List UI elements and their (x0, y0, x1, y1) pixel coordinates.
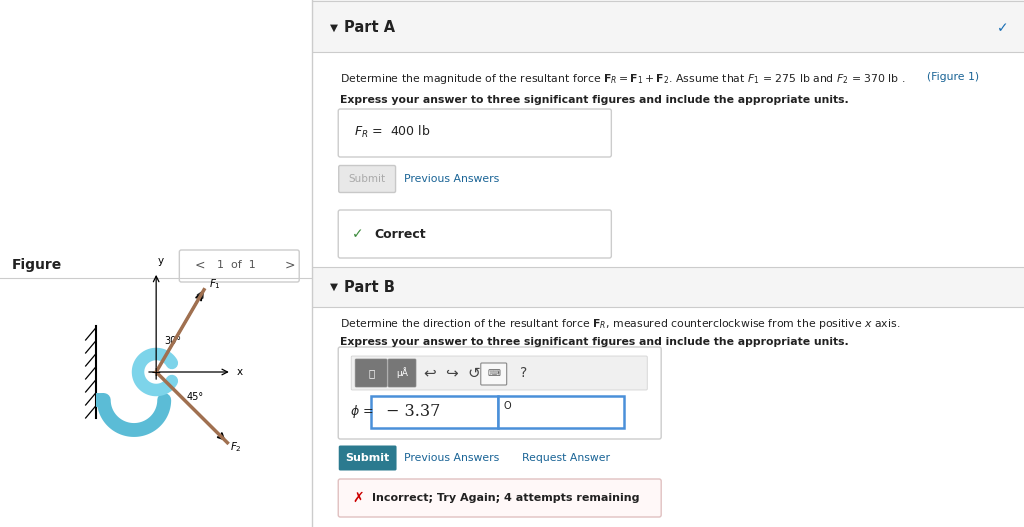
FancyBboxPatch shape (371, 396, 498, 428)
FancyBboxPatch shape (339, 165, 395, 192)
Text: Express your answer to three significant figures and include the appropriate uni: Express your answer to three significant… (340, 95, 849, 105)
FancyBboxPatch shape (312, 0, 1024, 52)
Text: 45°: 45° (186, 392, 204, 402)
Text: ✓: ✓ (352, 227, 364, 241)
Text: Correct: Correct (374, 228, 426, 240)
Text: Previous Answers: Previous Answers (404, 453, 500, 463)
Text: Express your answer to three significant figures and include the appropriate uni: Express your answer to three significant… (340, 337, 849, 347)
Text: Determine the magnitude of the resultant force $\mathbf{F}_R = \mathbf{F}_1 + \m: Determine the magnitude of the resultant… (340, 72, 906, 86)
Text: ▼: ▼ (331, 282, 338, 292)
Text: Part A: Part A (344, 21, 395, 35)
Text: Figure: Figure (12, 258, 62, 272)
Text: ▼: ▼ (331, 23, 338, 33)
Text: <: < (195, 259, 205, 271)
FancyBboxPatch shape (338, 479, 662, 517)
FancyBboxPatch shape (338, 210, 611, 258)
Text: ✗: ✗ (352, 491, 364, 505)
Text: Submit: Submit (348, 174, 386, 184)
FancyBboxPatch shape (481, 363, 507, 385)
FancyBboxPatch shape (312, 267, 1024, 307)
Text: Determine the direction of the resultant force $\mathbf{F}_R$, measured counterc: Determine the direction of the resultant… (340, 317, 900, 331)
Text: − 3.37: − 3.37 (386, 404, 440, 421)
FancyBboxPatch shape (312, 52, 1024, 267)
Text: $F_2$: $F_2$ (230, 440, 243, 454)
Text: >: > (285, 259, 296, 271)
Text: Incorrect; Try Again; 4 attempts remaining: Incorrect; Try Again; 4 attempts remaini… (372, 493, 640, 503)
FancyBboxPatch shape (338, 347, 662, 439)
FancyBboxPatch shape (498, 396, 625, 428)
Text: (Figure 1): (Figure 1) (928, 72, 979, 82)
Text: $F_1$: $F_1$ (209, 277, 221, 290)
FancyBboxPatch shape (351, 356, 647, 390)
Text: μÅ: μÅ (396, 367, 408, 378)
Text: $\phi$ =: $\phi$ = (350, 404, 374, 421)
Text: $F_R$ =  400 lb: $F_R$ = 400 lb (354, 124, 431, 140)
Text: O: O (504, 401, 511, 411)
Text: Request Answer: Request Answer (521, 453, 609, 463)
Text: Part B: Part B (344, 279, 395, 295)
Text: ✓: ✓ (996, 21, 1008, 35)
Text: y: y (158, 256, 164, 266)
Text: 🔢: 🔢 (368, 368, 374, 378)
FancyBboxPatch shape (388, 359, 416, 387)
Text: Submit: Submit (345, 453, 390, 463)
Text: ↺: ↺ (467, 366, 480, 380)
Text: ?: ? (520, 366, 527, 380)
Text: x: x (237, 367, 243, 377)
Text: ↩: ↩ (424, 366, 436, 380)
Text: ⌨: ⌨ (487, 369, 501, 378)
FancyBboxPatch shape (339, 445, 396, 471)
Text: 1  of  1: 1 of 1 (217, 260, 255, 270)
Text: +: + (151, 366, 162, 378)
FancyBboxPatch shape (179, 250, 299, 282)
Text: ↪: ↪ (445, 366, 459, 380)
FancyBboxPatch shape (355, 359, 387, 387)
Text: Previous Answers: Previous Answers (404, 174, 500, 184)
FancyBboxPatch shape (312, 307, 1024, 527)
FancyBboxPatch shape (338, 109, 611, 157)
Text: 30°: 30° (164, 336, 181, 346)
